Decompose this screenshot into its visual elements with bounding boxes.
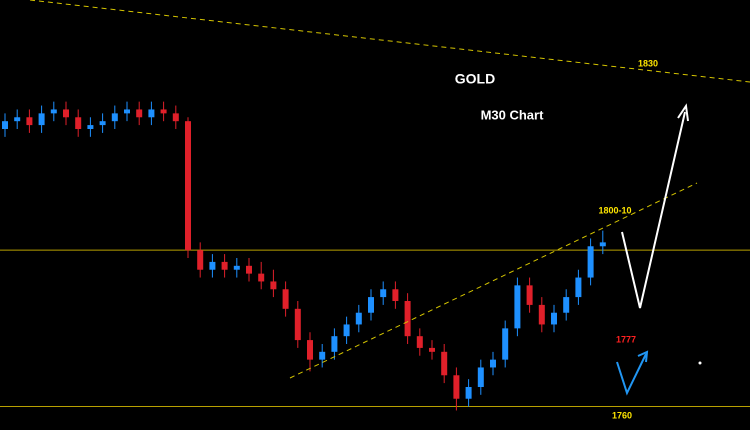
candle-body bbox=[221, 261, 228, 270]
chart-subtitle: M30 Chart bbox=[481, 107, 545, 122]
candle-body bbox=[14, 117, 21, 122]
candle-body bbox=[246, 265, 252, 274]
dot bbox=[698, 361, 702, 365]
candle-body bbox=[502, 328, 509, 360]
candle-body bbox=[587, 246, 594, 278]
candle-body bbox=[50, 109, 57, 114]
candle-body bbox=[514, 285, 521, 329]
candle-body bbox=[99, 121, 106, 126]
candle-body bbox=[453, 375, 460, 399]
candle-body bbox=[294, 308, 301, 341]
candle-body bbox=[465, 387, 472, 399]
candle-body bbox=[319, 351, 326, 360]
annotation: 1830 bbox=[638, 58, 658, 68]
candle-body bbox=[258, 273, 265, 282]
candle-body bbox=[111, 113, 118, 122]
candle-body bbox=[209, 261, 216, 270]
candle-body bbox=[307, 340, 313, 360]
candle-body bbox=[526, 285, 533, 305]
candle-body bbox=[233, 265, 240, 270]
candle-body bbox=[26, 117, 33, 126]
candle-body bbox=[599, 242, 606, 247]
arrow bbox=[621, 111, 686, 309]
candle-body bbox=[282, 289, 289, 309]
candle-body bbox=[148, 109, 155, 118]
chart-title: GOLD bbox=[455, 71, 495, 87]
annotation: 1760 bbox=[612, 410, 632, 420]
candle-body bbox=[343, 324, 350, 337]
candle-body bbox=[270, 281, 277, 290]
candle-body bbox=[2, 121, 8, 129]
candle-body bbox=[172, 113, 179, 122]
arrow-head bbox=[637, 350, 649, 363]
candle-body bbox=[368, 297, 374, 313]
candle-body bbox=[563, 297, 570, 313]
candle-body bbox=[575, 277, 582, 298]
candle-body bbox=[63, 109, 69, 118]
candle-body bbox=[477, 367, 484, 387]
candle-body bbox=[197, 250, 204, 270]
candle-body bbox=[490, 359, 496, 368]
candle-body bbox=[551, 312, 557, 325]
candle-body bbox=[185, 121, 191, 251]
candle-body bbox=[441, 351, 448, 376]
annotation: 1800-10 bbox=[598, 205, 631, 215]
candle-body bbox=[160, 109, 167, 114]
candle-body bbox=[429, 347, 435, 352]
candle-body bbox=[331, 336, 338, 352]
arrow bbox=[616, 353, 647, 396]
candle-body bbox=[404, 301, 411, 337]
candle-body bbox=[416, 336, 423, 348]
candle-body bbox=[355, 312, 362, 325]
annotation: 1777 bbox=[616, 334, 636, 344]
trend-line bbox=[289, 182, 698, 379]
arrow-head bbox=[677, 103, 689, 122]
candle-body bbox=[538, 304, 545, 325]
candle-body bbox=[380, 289, 387, 298]
candle-body bbox=[75, 117, 82, 129]
candle-body bbox=[136, 109, 143, 118]
trend-line bbox=[29, 0, 750, 83]
candle-body bbox=[392, 289, 399, 301]
candle-body bbox=[124, 109, 130, 114]
candle-body bbox=[87, 125, 94, 129]
candle-body bbox=[38, 113, 45, 126]
